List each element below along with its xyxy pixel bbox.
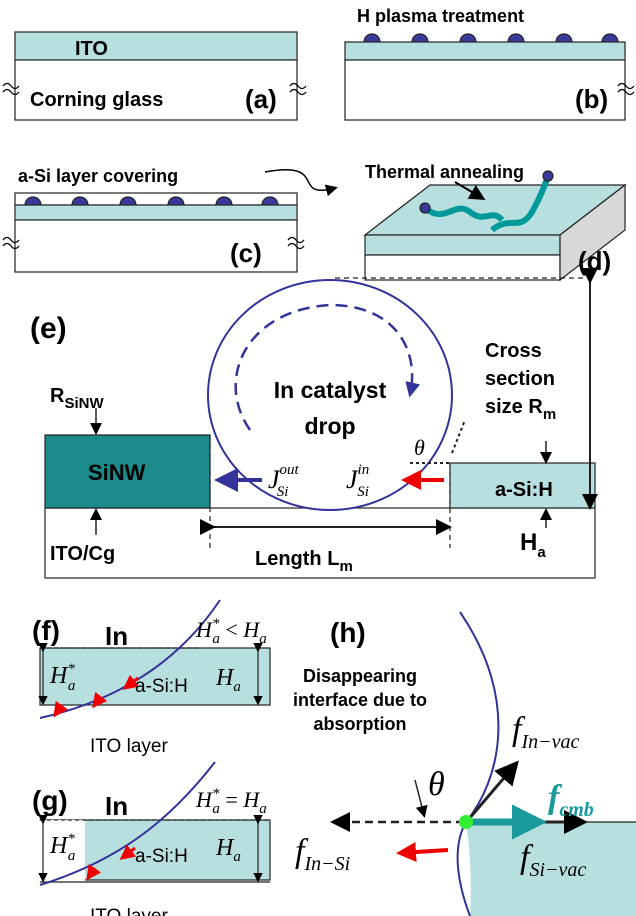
text: =: [220, 787, 243, 812]
sub: a: [68, 678, 76, 694]
label: a-Si:H: [135, 676, 188, 697]
text: H: [49, 663, 69, 689]
sub: cmb: [559, 799, 593, 821]
figure: ITO Corning glass (a) H plasma treatment…: [0, 0, 636, 916]
math: H*a = Ha: [195, 786, 267, 817]
panel-label: (e): [30, 312, 67, 345]
shape: [459, 815, 473, 829]
sub: a: [233, 849, 241, 865]
text: R: [50, 385, 65, 407]
sub: a: [212, 801, 220, 817]
panel-label: (b): [575, 84, 608, 114]
sup: *: [67, 661, 75, 677]
caption: a-Si layer covering: [18, 166, 178, 186]
label: In catalyst: [274, 377, 387, 403]
text: H: [242, 617, 260, 642]
caption: Thermal annealing: [365, 162, 524, 182]
shape: [15, 32, 297, 60]
label: a-Si:H: [495, 479, 553, 501]
label: a-Si:H: [135, 846, 188, 867]
sub: a: [212, 631, 220, 647]
panel-label: (g): [32, 785, 68, 816]
shape: [452, 420, 465, 453]
text: size R: [485, 396, 543, 418]
label: SiNW: [88, 460, 146, 485]
math: fcmb: [548, 779, 594, 821]
label: ITO layer: [90, 736, 168, 757]
shape: [420, 203, 430, 213]
label: In: [105, 621, 128, 651]
text: H: [520, 529, 537, 556]
sub: a: [537, 544, 546, 561]
note: interface due to: [293, 690, 427, 710]
sub: SiNW: [64, 395, 104, 412]
sub: a: [233, 679, 241, 695]
sup: *: [212, 616, 220, 632]
sub: In−vac: [520, 731, 579, 753]
shape: [400, 850, 448, 853]
text: H: [242, 787, 260, 812]
panel-label: (f): [32, 615, 60, 646]
text: H: [215, 835, 235, 861]
label: ITO/Cg: [50, 543, 115, 565]
shape: [543, 171, 553, 181]
panel-label: (a): [245, 84, 277, 114]
label: ITO layer: [90, 906, 168, 916]
shape: [365, 235, 560, 255]
sub: m: [339, 558, 352, 575]
panel-label: (h): [330, 617, 366, 648]
panel-label: (d): [578, 246, 611, 276]
sub: a: [68, 848, 76, 864]
sub: In−Si: [303, 853, 350, 875]
text: <: [220, 617, 243, 642]
shape: [15, 193, 297, 205]
label: In: [105, 791, 128, 821]
sub: a: [259, 801, 267, 817]
shape: [365, 255, 560, 280]
label: drop: [304, 413, 355, 439]
label: section: [485, 368, 555, 390]
sup: out: [280, 462, 300, 478]
label: Corning glass: [30, 89, 163, 111]
sub: Si: [277, 484, 289, 500]
sub: a: [259, 631, 267, 647]
math: θ: [428, 766, 445, 803]
math: θ: [414, 435, 425, 460]
math: H*a < Ha: [195, 616, 267, 647]
label: ITO: [75, 38, 108, 60]
math: fIn−Si: [295, 833, 350, 875]
shape: [265, 170, 335, 191]
note: absorption: [314, 714, 407, 734]
sub: Si−vac: [529, 859, 586, 881]
shape: [345, 42, 625, 60]
text: Length L: [255, 548, 339, 570]
sup: *: [67, 831, 75, 847]
sup: in: [358, 462, 370, 478]
shape: [15, 205, 297, 220]
note: Disappearing: [303, 666, 417, 686]
label: Cross: [485, 340, 542, 362]
math: fIn−vac: [512, 711, 579, 753]
sub: Si: [357, 484, 369, 500]
text: H: [215, 665, 235, 691]
sub: m: [543, 406, 556, 423]
label: size Rm: [485, 396, 556, 423]
caption: H plasma treatment: [357, 6, 524, 26]
panel-label: (c): [230, 238, 262, 268]
shape: [415, 780, 424, 815]
text: H: [195, 787, 213, 812]
text: H: [195, 617, 213, 642]
sup: *: [212, 786, 220, 802]
text: H: [49, 833, 69, 859]
label: RSiNW: [50, 385, 104, 412]
